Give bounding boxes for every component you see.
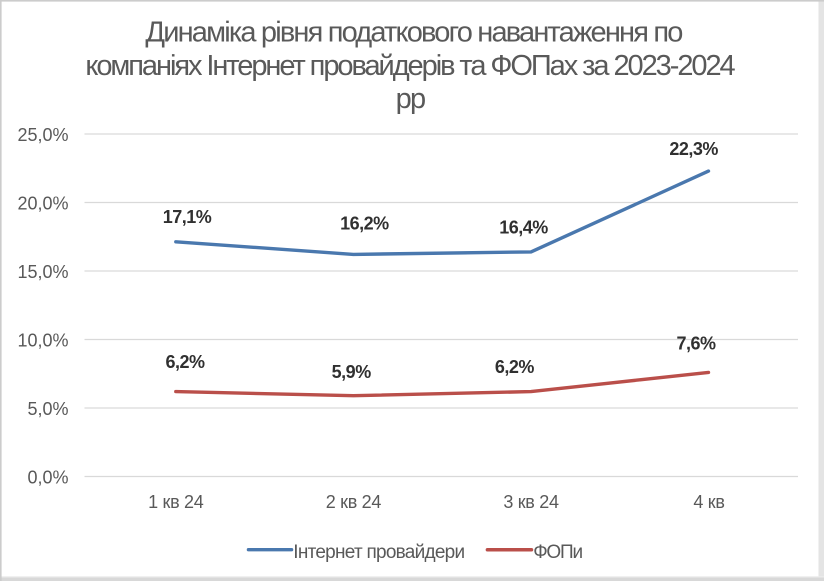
- svg-text:2 кв 24: 2 кв 24: [326, 492, 382, 512]
- svg-text:компаніях Інтернет провайдерів: компаніях Інтернет провайдерів та ФОПах …: [85, 50, 735, 82]
- svg-text:15,0%: 15,0%: [17, 262, 68, 282]
- svg-text:6,2%: 6,2%: [165, 352, 205, 372]
- svg-text:16,2%: 16,2%: [340, 214, 389, 234]
- svg-text:22,3%: 22,3%: [669, 139, 718, 159]
- svg-text:10,0%: 10,0%: [17, 330, 68, 350]
- svg-text:16,4%: 16,4%: [499, 218, 548, 238]
- svg-text:ФОПи: ФОПи: [533, 542, 582, 563]
- svg-text:1 кв 24: 1 кв 24: [148, 492, 204, 512]
- svg-text:рр: рр: [396, 83, 425, 115]
- svg-text:Динаміка рівня податкового нав: Динаміка рівня податкового навантаження …: [145, 17, 682, 49]
- svg-text:3 кв 24: 3 кв 24: [503, 492, 559, 512]
- svg-text:25,0%: 25,0%: [17, 125, 68, 145]
- svg-text:5,9%: 5,9%: [332, 362, 372, 382]
- svg-text:17,1%: 17,1%: [163, 207, 212, 227]
- svg-text:5,0%: 5,0%: [27, 399, 68, 419]
- svg-text:0,0%: 0,0%: [27, 467, 68, 487]
- svg-text:6,2%: 6,2%: [495, 357, 535, 377]
- svg-text:4 кв: 4 кв: [693, 492, 724, 512]
- svg-text:20,0%: 20,0%: [17, 193, 68, 213]
- svg-text:Інтернет провайдери: Інтернет провайдери: [293, 542, 464, 563]
- svg-text:7,6%: 7,6%: [676, 334, 716, 354]
